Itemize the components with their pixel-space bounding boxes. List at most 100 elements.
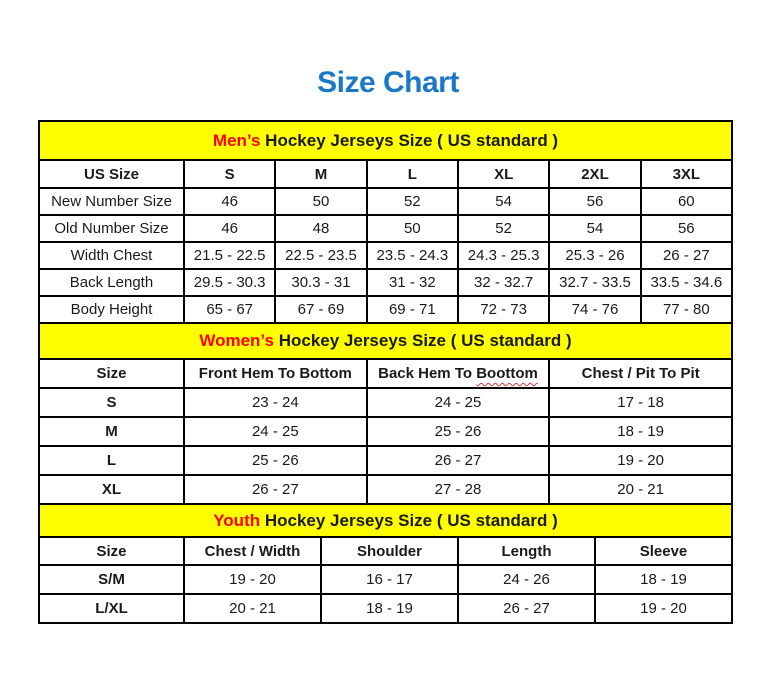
mens-value-cell: 65 - 67 xyxy=(182,295,277,324)
mens-value-cell: 29.5 - 30.3 xyxy=(182,268,277,297)
women-value-cell: 19 - 20 xyxy=(548,445,733,476)
size-chart-tables: Men’s Hockey Jerseys Size ( US standard … xyxy=(38,120,734,624)
mens-row-label: Body Height xyxy=(38,295,185,324)
women-value-cell: 17 - 18 xyxy=(548,387,733,418)
mens-value-cell: 26 - 27 xyxy=(639,241,734,270)
women-header-misspelled-word: Boottom xyxy=(476,365,538,382)
women-value-cell: 23 - 24 xyxy=(183,387,368,418)
mens-value-cell: 74 - 76 xyxy=(548,295,642,324)
youth-table-row: S/M 19 - 20 16 - 17 24 - 26 18 - 19 xyxy=(38,564,733,595)
mens-section-band: Men’s Hockey Jerseys Size ( US standard … xyxy=(38,120,733,161)
mens-value-cell: 50 xyxy=(274,187,368,216)
mens-value-cell: 60 xyxy=(639,187,734,216)
youth-band-text: Hockey Jerseys Size ( US standard ) xyxy=(260,510,558,530)
youth-band-highlight: Youth xyxy=(213,510,261,530)
mens-value-cell: 52 xyxy=(365,187,459,216)
youth-value-cell: 26 - 27 xyxy=(457,593,596,624)
page-title: Size Chart xyxy=(317,66,459,99)
mens-value-cell: 31 - 32 xyxy=(365,268,459,297)
women-value-cell: 26 - 27 xyxy=(365,445,551,476)
mens-header-cell: L xyxy=(365,159,459,189)
mens-value-cell: 56 xyxy=(548,187,642,216)
youth-row-label: L/XL xyxy=(38,593,185,624)
mens-value-cell: 69 - 71 xyxy=(365,295,459,324)
youth-header-cell: Size xyxy=(38,536,185,566)
mens-value-cell: 48 xyxy=(274,214,368,243)
women-value-cell: 25 - 26 xyxy=(183,445,368,476)
mens-value-cell: 30.3 - 31 xyxy=(274,268,368,297)
mens-header-cell: 3XL xyxy=(639,159,734,189)
women-row-label: M xyxy=(38,416,185,447)
women-row-label: L xyxy=(38,445,185,476)
youth-value-cell: 18 - 19 xyxy=(594,564,733,595)
women-table-row: M 24 - 25 25 - 26 18 - 19 xyxy=(38,416,733,447)
mens-value-cell: 54 xyxy=(548,214,642,243)
mens-header-cell: S xyxy=(182,159,277,189)
women-value-cell: 20 - 21 xyxy=(548,474,733,505)
women-value-cell: 24 - 25 xyxy=(365,387,551,418)
youth-section-band: Youth Hockey Jerseys Size ( US standard … xyxy=(38,503,733,538)
women-header-cell: Chest / Pit To Pit xyxy=(548,358,733,389)
mens-table-row: Old Number Size 46 48 50 52 54 56 xyxy=(38,214,734,243)
mens-table-row: New Number Size 46 50 52 54 56 60 xyxy=(38,187,734,216)
mens-header-cell: XL xyxy=(456,159,551,189)
youth-value-cell: 24 - 26 xyxy=(457,564,596,595)
women-table-row: L 25 - 26 26 - 27 19 - 20 xyxy=(38,445,733,476)
mens-value-cell: 25.3 - 26 xyxy=(548,241,642,270)
mens-band-text: Hockey Jerseys Size ( US standard ) xyxy=(260,130,559,150)
women-value-cell: 25 - 26 xyxy=(365,416,551,447)
youth-value-cell: 19 - 20 xyxy=(183,564,322,595)
women-table-row: S 23 - 24 24 - 25 17 - 18 xyxy=(38,387,733,418)
youth-header-cell: Shoulder xyxy=(320,536,459,566)
mens-value-cell: 46 xyxy=(182,187,277,216)
mens-value-cell: 22.5 - 23.5 xyxy=(274,241,368,270)
women-value-cell: 24 - 25 xyxy=(183,416,368,447)
women-value-cell: 27 - 28 xyxy=(365,474,551,505)
youth-row-label: S/M xyxy=(38,564,185,595)
women-value-cell: 18 - 19 xyxy=(548,416,733,447)
mens-header-cell: 2XL xyxy=(548,159,642,189)
mens-value-cell: 23.5 - 24.3 xyxy=(365,241,459,270)
women-table-row: XL 26 - 27 27 - 28 20 - 21 xyxy=(38,474,733,505)
mens-header-cell: US Size xyxy=(38,159,185,189)
mens-value-cell: 33.5 - 34.6 xyxy=(639,268,734,297)
mens-value-cell: 21.5 - 22.5 xyxy=(182,241,277,270)
mens-value-cell: 52 xyxy=(456,214,551,243)
women-header-cell: Size xyxy=(38,358,185,389)
mens-table-row: Width Chest 21.5 - 22.5 22.5 - 23.5 23.5 - … xyxy=(38,241,734,270)
mens-table-row: Back Length 29.5 - 30.3 30.3 - 31 31 - 32 32… xyxy=(38,268,734,297)
women-band-highlight: Women’s xyxy=(199,331,274,350)
youth-value-cell: 18 - 19 xyxy=(320,593,459,624)
mens-row-label: Old Number Size xyxy=(38,214,185,243)
mens-value-cell: 24.3 - 25.3 xyxy=(456,241,551,270)
mens-row-label: New Number Size xyxy=(38,187,185,216)
mens-value-cell: 32 - 32.7 xyxy=(456,268,551,297)
youth-value-cell: 19 - 20 xyxy=(594,593,733,624)
youth-table-row: L/XL 20 - 21 18 - 19 26 - 27 19 - 20 xyxy=(38,593,733,624)
youth-header-cell: Chest / Width xyxy=(183,536,322,566)
mens-row-label: Back Length xyxy=(38,268,185,297)
mens-table-row: Body Height 65 - 67 67 - 69 69 - 71 72 - 73 7… xyxy=(38,295,734,324)
mens-size-table: Men’s Hockey Jerseys Size ( US standard … xyxy=(38,120,734,324)
women-header-cell: Back Hem To Boottom xyxy=(365,358,551,389)
youth-value-cell: 20 - 21 xyxy=(183,593,322,624)
women-header-cell: Front Hem To Bottom xyxy=(183,358,368,389)
mens-value-cell: 56 xyxy=(639,214,734,243)
mens-value-cell: 50 xyxy=(365,214,459,243)
women-section-band: Women’s Hockey Jerseys Size ( US standar… xyxy=(38,322,733,360)
youth-header-cell: Sleeve xyxy=(594,536,733,566)
youth-value-cell: 16 - 17 xyxy=(320,564,459,595)
women-size-table: Women’s Hockey Jerseys Size ( US standar… xyxy=(38,322,733,505)
mens-value-cell: 72 - 73 xyxy=(456,295,551,324)
mens-value-cell: 54 xyxy=(456,187,551,216)
mens-value-cell: 67 - 69 xyxy=(274,295,368,324)
mens-header-cell: M xyxy=(274,159,368,189)
women-row-label: S xyxy=(38,387,185,418)
women-band-text: Hockey Jerseys Size ( US standard ) xyxy=(273,331,572,350)
women-row-label: XL xyxy=(38,474,185,505)
women-value-cell: 26 - 27 xyxy=(183,474,368,505)
youth-header-cell: Length xyxy=(457,536,596,566)
mens-value-cell: 32.7 - 33.5 xyxy=(548,268,642,297)
mens-value-cell: 46 xyxy=(182,214,277,243)
mens-row-label: Width Chest xyxy=(38,241,185,270)
